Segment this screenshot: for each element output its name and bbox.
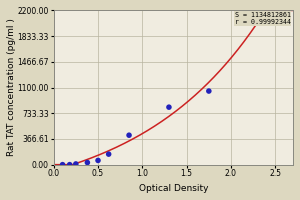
Text: S = 1134812861
r = 0.99992344: S = 1134812861 r = 0.99992344 [235, 12, 291, 25]
Point [96, 159, 100, 162]
Point [67, 163, 72, 166]
Point [127, 134, 131, 137]
X-axis label: Optical Density: Optical Density [139, 184, 208, 193]
Point [60, 163, 65, 166]
Point [85, 161, 90, 164]
Point [260, 12, 264, 16]
Point [167, 106, 171, 109]
Point [106, 153, 111, 156]
Y-axis label: Rat TAT concentration (pg/ml ): Rat TAT concentration (pg/ml ) [7, 19, 16, 156]
Point [74, 162, 78, 166]
Point [206, 89, 211, 93]
